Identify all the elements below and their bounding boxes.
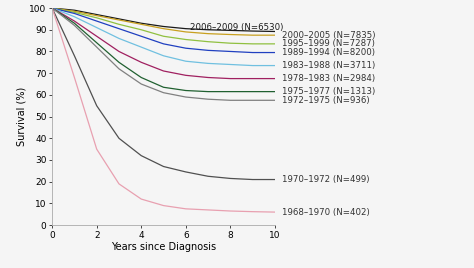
Text: 1968–1970 (N=402): 1968–1970 (N=402) [282,208,370,217]
X-axis label: Years since Diagnosis: Years since Diagnosis [111,243,216,252]
Text: 1972–1975 (N=936): 1972–1975 (N=936) [282,96,370,105]
Text: 1970–1972 (N=499): 1970–1972 (N=499) [282,175,369,184]
Y-axis label: Survival (%): Survival (%) [17,87,27,146]
Text: 1989–1994 (N=8200): 1989–1994 (N=8200) [282,48,375,57]
Text: 1983–1988 (N=3711): 1983–1988 (N=3711) [282,61,375,70]
Text: 1995–1999 (N=7287): 1995–1999 (N=7287) [282,39,375,48]
Text: 1975–1977 (N=1313): 1975–1977 (N=1313) [282,87,375,96]
Text: 1978–1983 (N=2984): 1978–1983 (N=2984) [282,74,375,83]
Text: 2006–2009 (N=6530): 2006–2009 (N=6530) [190,23,283,32]
Text: 2000–2005 (N=7835): 2000–2005 (N=7835) [282,31,375,40]
